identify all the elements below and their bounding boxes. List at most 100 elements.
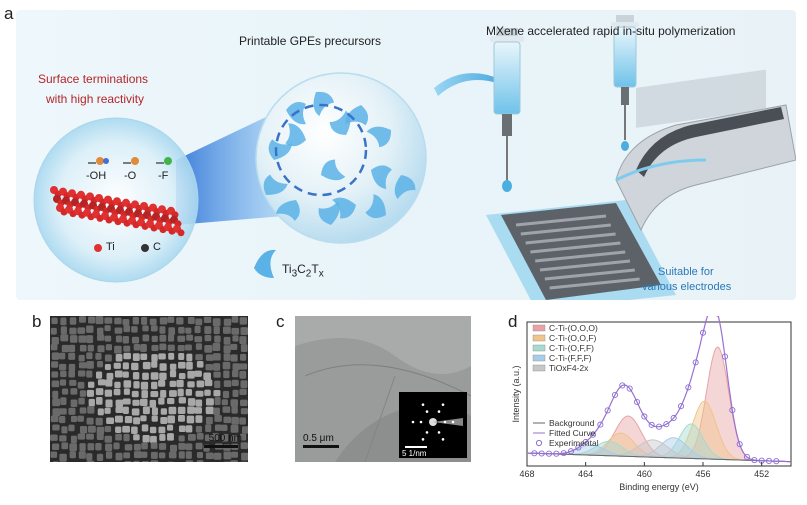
sem-cell [159, 326, 165, 334]
sem-cell [96, 316, 104, 324]
sem-cell [151, 325, 158, 331]
sem-cell [142, 373, 149, 380]
sem-cell [230, 460, 238, 462]
saed-spot [426, 431, 429, 434]
sem-cell [61, 442, 68, 449]
sem-cell [86, 352, 92, 359]
sem-cell [116, 400, 124, 408]
sem-cell [140, 415, 146, 421]
sem-cell [223, 417, 231, 423]
legend-swatch [533, 335, 545, 341]
panel-label-a: a [4, 4, 13, 24]
sem-cell [187, 406, 195, 414]
sem-cell [232, 335, 238, 341]
x-tick-label: 464 [578, 469, 593, 479]
sem-cell [197, 381, 205, 388]
sem-cell [60, 397, 66, 405]
sem-cell [52, 444, 59, 450]
sem-cell [178, 327, 185, 334]
sem-cell [143, 406, 150, 414]
sem-cell [68, 353, 75, 360]
tem-image: 5 1/nm 0.5 μm [295, 316, 471, 462]
sem-cell [105, 379, 112, 386]
sem-cell [116, 453, 123, 461]
x-axis-label: Binding energy (eV) [619, 482, 699, 492]
lattice-atom [178, 229, 185, 236]
sem-cell [167, 317, 174, 323]
sem-cell [224, 345, 231, 353]
sem-cell [194, 336, 202, 342]
sem-cell [150, 427, 156, 434]
sem-cell [133, 434, 140, 440]
sem-cell [140, 452, 147, 458]
sem-cell [88, 426, 96, 433]
sem-cell [97, 328, 103, 336]
sem-cell [52, 352, 59, 359]
sem-cell [178, 345, 185, 351]
saed-spot [442, 403, 445, 406]
sem-cell [179, 435, 185, 441]
sem-cell [179, 426, 186, 432]
sem-cell [97, 334, 104, 340]
sem-cell [71, 399, 78, 407]
precursors-title: Printable GPEs precursors [239, 34, 381, 48]
legend-label: TiOxF4-2x [549, 363, 589, 373]
sem-cell [215, 397, 221, 405]
saed-spot [426, 410, 429, 413]
sem-cell [170, 370, 176, 377]
sem-cell [69, 443, 77, 451]
surface-line-1: Surface terminations [38, 72, 148, 86]
sem-cell [142, 335, 149, 342]
sem-cell [86, 370, 92, 377]
sem-cell [96, 388, 104, 395]
sem-cell [186, 451, 192, 459]
sem-cell [80, 407, 87, 413]
sem-cell [86, 325, 93, 332]
sem-cell [88, 382, 94, 388]
sem-cell [178, 353, 184, 360]
sem-cell [186, 389, 192, 396]
sem-cell [122, 426, 130, 433]
sem-cell [179, 451, 185, 458]
sem-cell [79, 443, 85, 451]
x-tick-label: 460 [637, 469, 652, 479]
sem-cell [195, 326, 201, 333]
sem-cell [51, 328, 57, 335]
sem-cell [59, 408, 66, 414]
sem-cell [170, 445, 177, 452]
sem-cell [214, 415, 222, 422]
sem-cell [152, 407, 158, 415]
sem-cell [123, 325, 130, 332]
sem-cell [196, 400, 203, 407]
sem-cell [132, 391, 139, 397]
sem-cell [96, 418, 103, 426]
sem-cell [134, 344, 140, 350]
sem-cell [224, 461, 231, 462]
sem-cell [161, 408, 167, 414]
sem-cell [69, 328, 76, 335]
sem-cell [160, 317, 168, 324]
sem-cell [86, 434, 94, 440]
sem-cell [114, 389, 121, 396]
sem-cell [123, 407, 129, 414]
sem-cell [141, 317, 147, 325]
sem-cell [52, 425, 59, 431]
sem-cell [239, 371, 246, 379]
sem-cell [195, 319, 202, 326]
sem-cell [51, 344, 58, 350]
sem-cell [78, 398, 84, 405]
sem-cell [151, 345, 158, 351]
sem-cell [113, 442, 119, 449]
sem-cell [169, 452, 177, 459]
sem-cell [152, 415, 158, 421]
sem-cell [213, 318, 221, 326]
sem-cell [105, 325, 111, 331]
sem-cell [231, 417, 239, 425]
syringe-left-icon [490, 28, 524, 192]
sem-cell [51, 318, 57, 324]
sem-cell [167, 398, 174, 404]
sem-cell [186, 425, 193, 432]
sem-cell [133, 417, 140, 424]
sem-cell [196, 391, 204, 397]
